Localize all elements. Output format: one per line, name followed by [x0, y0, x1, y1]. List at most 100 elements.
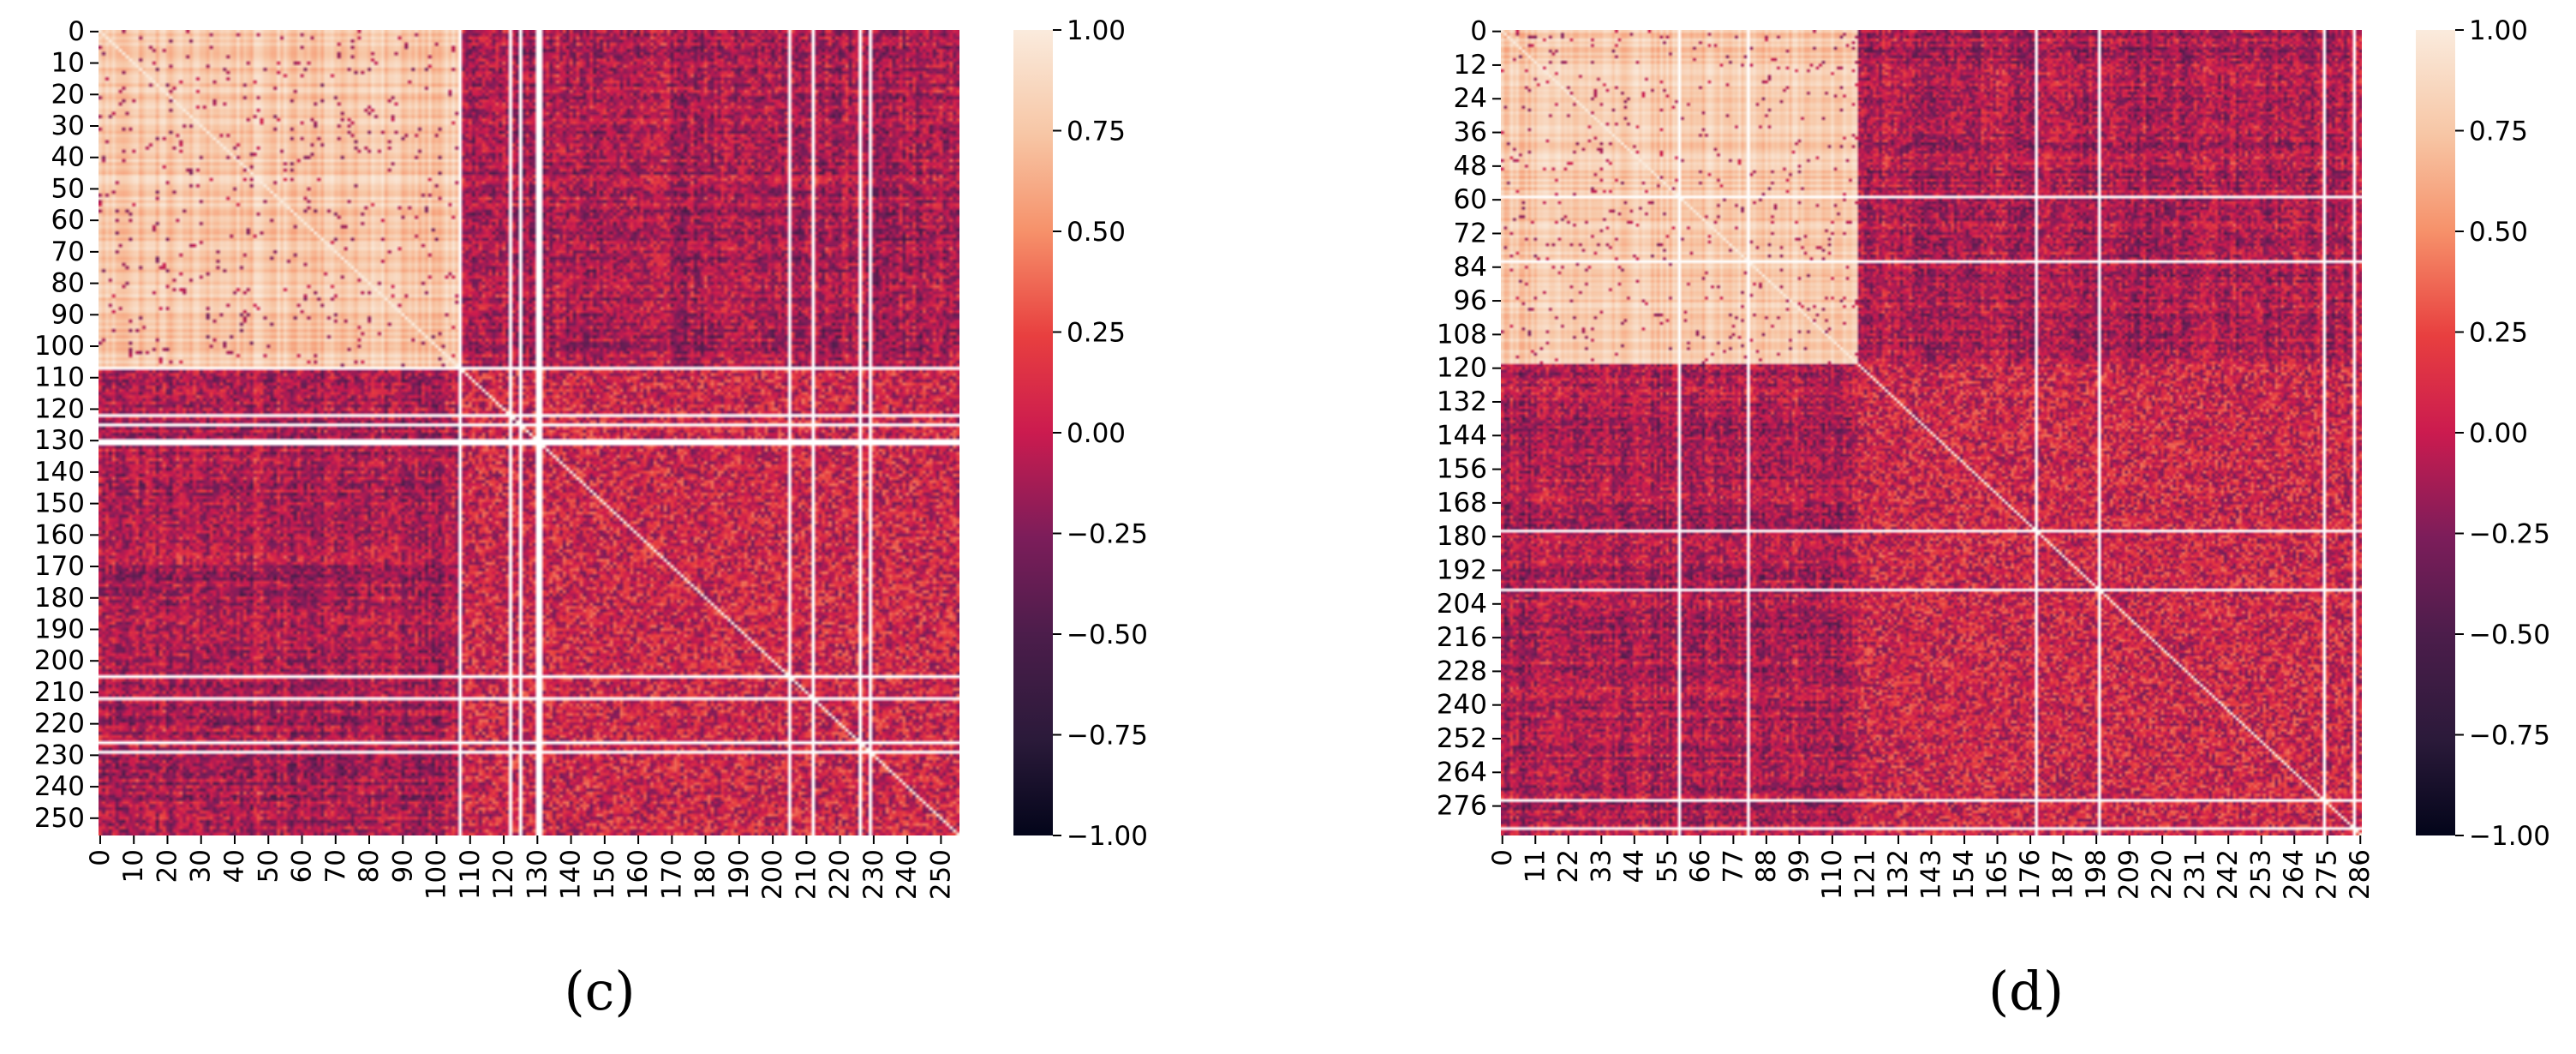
x-tick-label: 165: [1982, 849, 2013, 900]
colorbar-tick-label: −0.25: [2469, 519, 2550, 550]
y-tick-label: 60: [1454, 184, 1487, 215]
y-tick-label: 120: [34, 393, 85, 424]
x-tick-label: 10: [118, 849, 149, 883]
y-tick-label: 120: [1437, 353, 1487, 384]
y-tick-label: 204: [1437, 589, 1487, 620]
y-tick-label: 180: [1437, 521, 1487, 552]
colorbar-tick-label: 0.50: [2469, 217, 2528, 248]
y-tick-label: 40: [51, 142, 85, 173]
x-tick-label: 80: [354, 849, 385, 883]
colorbar-ticks: 1.00 0.75 0.50 0.25 0.00 −0.25 −0.50 −0.75 −1.00: [1053, 15, 1148, 852]
x-tick-label: 154: [1949, 849, 1980, 900]
y-tick-label: 0: [1470, 16, 1487, 47]
x-tick-label: 187: [2048, 849, 2079, 900]
colorbar-gradient: [1013, 30, 1053, 835]
colorbar-tick-label: −1.00: [2469, 821, 2550, 852]
x-tick-label: 250: [925, 849, 956, 900]
x-tick-label: 220: [825, 849, 856, 900]
x-tick-label: 176: [2015, 849, 2046, 900]
x-tick-label: 44: [1619, 849, 1650, 883]
y-tick-label: 50: [51, 173, 85, 204]
y-tick-label: 168: [1437, 488, 1487, 518]
y-tick-label: 12: [1454, 50, 1487, 81]
y-tick-label: 192: [1437, 554, 1487, 585]
heatmap-cells: [99, 30, 959, 835]
y-tick-label: 170: [34, 551, 85, 582]
x-tick-label: 66: [1685, 849, 1716, 883]
colorbar-tick-label: −0.50: [1067, 620, 1148, 650]
colorbar-tick-label: −0.25: [1067, 519, 1148, 550]
y-tick-label: 230: [34, 740, 85, 770]
y-axis: 0122436486072849610812013214415616818019…: [1437, 16, 1501, 822]
y-tick-label: 276: [1437, 791, 1487, 822]
x-tick-label: 230: [858, 849, 889, 900]
colorbar: 1.00 0.75 0.50 0.25 0.00 −0.25 −0.50 −0.75 −1.00: [2416, 15, 2550, 852]
y-tick-label: 60: [51, 205, 85, 236]
y-tick-label: 150: [34, 488, 85, 519]
heatmap-panel-d: 0122436486072849610812013214415616818019…: [1437, 15, 2550, 1022]
colorbar-tick-label: 0.00: [1067, 418, 1126, 449]
x-tick-label: 60: [287, 849, 318, 883]
y-tick-label: 10: [51, 48, 85, 79]
y-tick-label: 190: [34, 614, 85, 644]
panel-label: (c): [564, 960, 635, 1022]
x-tick-label: 20: [152, 849, 182, 883]
colorbar-tick-label: 0.25: [2469, 318, 2528, 349]
y-tick-label: 200: [34, 645, 85, 676]
y-tick-label: 30: [51, 111, 85, 141]
heatmap-panel-c: 0102030405060708090100110120130140150160…: [34, 15, 1148, 1022]
x-tick-label: 130: [522, 849, 553, 900]
y-tick-label: 228: [1437, 656, 1487, 686]
x-tick-label: 99: [1784, 849, 1814, 883]
x-tick-label: 180: [690, 849, 721, 900]
panel-label: (d): [1988, 960, 2064, 1022]
y-tick-label: 240: [1437, 690, 1487, 721]
y-tick-label: 70: [51, 237, 85, 267]
x-tick-label: 90: [387, 849, 418, 883]
y-tick-label: 180: [34, 583, 85, 614]
y-tick-label: 130: [34, 425, 85, 456]
colorbar-gradient: [2416, 30, 2455, 835]
y-tick-label: 156: [1437, 454, 1487, 485]
x-tick-label: 253: [2246, 849, 2277, 900]
x-tick-label: 110: [455, 849, 486, 900]
colorbar-tick-label: 0.75: [1067, 117, 1126, 147]
x-tick-label: 11: [1520, 849, 1551, 883]
y-tick-label: 252: [1437, 723, 1487, 754]
x-tick-label: 0: [85, 849, 116, 866]
y-tick-label: 110: [34, 362, 85, 393]
x-tick-label: 240: [892, 849, 923, 900]
y-tick-label: 100: [34, 331, 85, 362]
x-tick-label: 160: [623, 849, 654, 900]
y-tick-label: 210: [34, 677, 85, 708]
y-tick-label: 216: [1437, 622, 1487, 653]
x-tick-label: 275: [2312, 849, 2343, 900]
y-tick-label: 96: [1454, 285, 1487, 316]
x-tick-label: 190: [724, 849, 755, 900]
x-tick-label: 132: [1883, 849, 1914, 900]
x-tick-label: 120: [488, 849, 519, 900]
x-tick-label: 143: [1916, 849, 1947, 900]
x-tick-label: 170: [656, 849, 687, 900]
y-tick-label: 72: [1454, 218, 1487, 249]
x-tick-label: 286: [2345, 849, 2376, 900]
x-tick-label: 210: [791, 849, 822, 900]
x-tick-label: 88: [1751, 849, 1782, 883]
x-tick-label: 30: [186, 849, 217, 883]
y-tick-label: 108: [1437, 319, 1487, 350]
colorbar-tick-label: −0.75: [1067, 721, 1148, 752]
colorbar-tick-label: −0.50: [2469, 620, 2550, 650]
x-tick-label: 242: [2213, 849, 2244, 900]
y-tick-label: 144: [1437, 420, 1487, 451]
x-axis: 0 11 22 33 44 55 66 77 88 99 110 121 132 143 154 165 176…: [1487, 835, 2376, 900]
x-tick-label: 40: [219, 849, 250, 883]
colorbar-tick-label: 1.00: [2469, 15, 2528, 46]
y-tick-label: 24: [1454, 83, 1487, 114]
colorbar-tick-label: 0.50: [1067, 217, 1126, 248]
y-tick-label: 250: [34, 803, 85, 834]
y-tick-label: 80: [51, 268, 85, 299]
y-tick-label: 264: [1437, 757, 1487, 788]
y-tick-label: 140: [34, 457, 85, 488]
y-tick-label: 84: [1454, 252, 1487, 283]
